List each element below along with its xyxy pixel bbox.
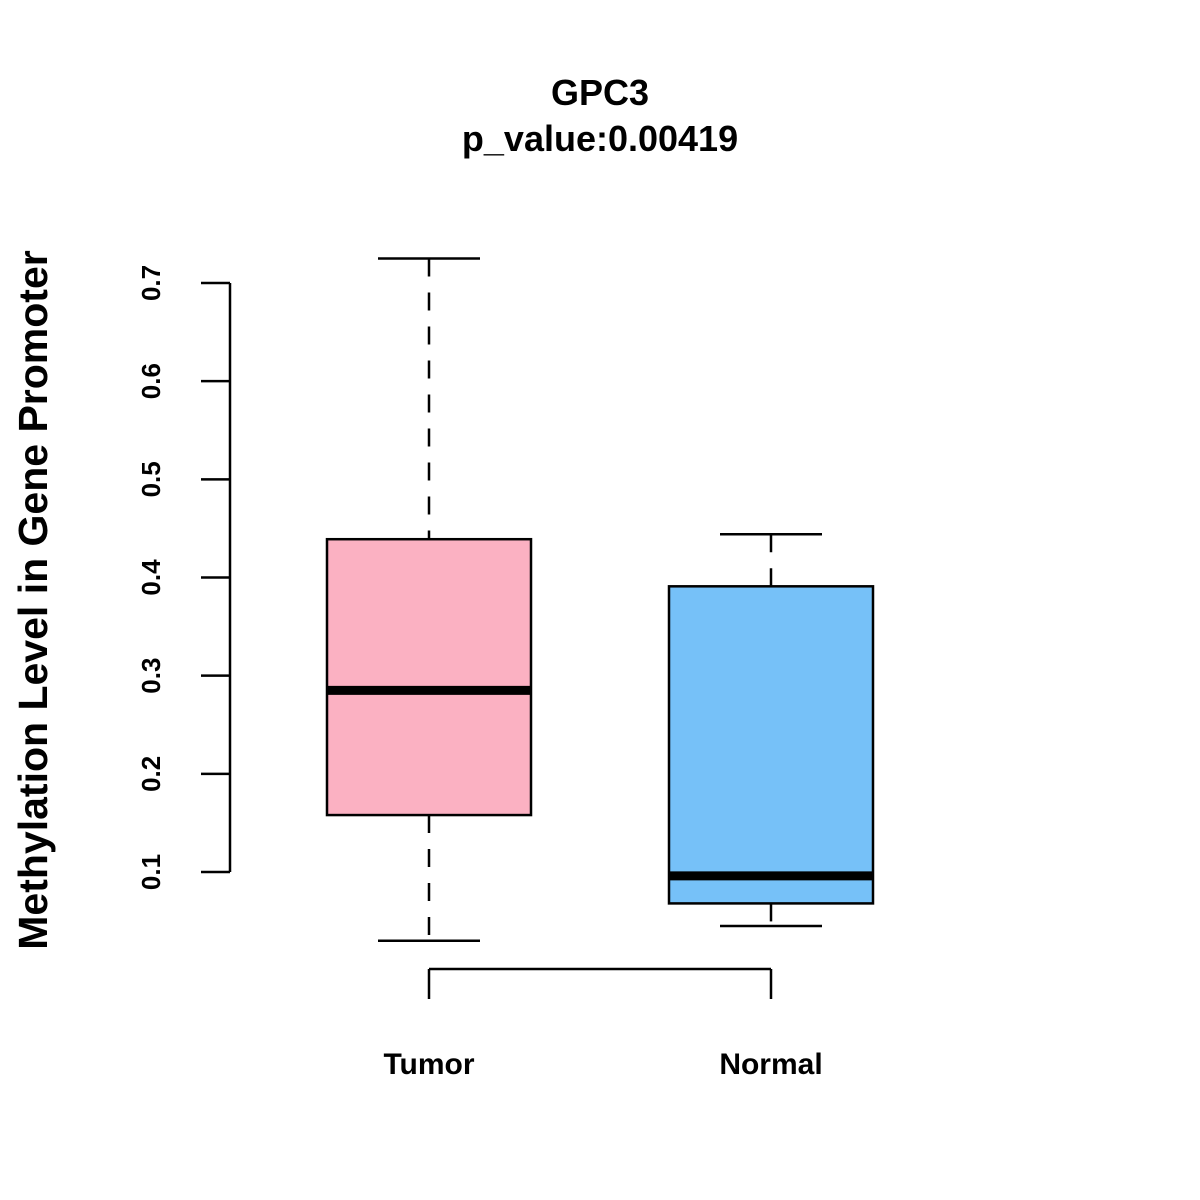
box-normal [667,533,875,928]
y-tick-label: 0.5 [136,461,166,497]
y-tick-label: 0.3 [136,658,166,694]
iqr-box [667,585,875,905]
y-tick-label: 0.4 [136,559,166,596]
chart-title: GPC3 [551,72,649,113]
x-axis: Tumor Normal [383,967,823,1081]
y-tick-label: 0.1 [136,854,166,890]
chart-subtitle: p_value:0.00419 [462,118,738,159]
x-tick-label-tumor: Tumor [383,1048,474,1081]
y-tick-label: 0.6 [136,363,166,399]
y-tick-label: 0.2 [136,756,166,792]
y-axis-label: Methylation Level in Gene Promoter [10,250,56,949]
box-tumor [325,257,533,942]
boxes-group [325,257,875,942]
y-axis: 0.1 0.2 0.3 0.4 0.5 0.6 0.7 [136,265,232,890]
x-tick-label-normal: Normal [719,1048,822,1081]
iqr-box [325,537,533,817]
y-tick-label: 0.7 [136,265,166,301]
